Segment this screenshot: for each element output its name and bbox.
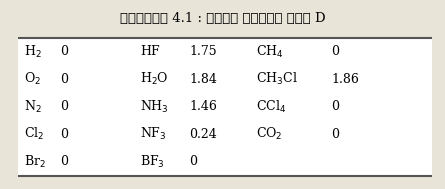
Text: O$_2$: O$_2$ [24, 71, 41, 87]
Text: 0: 0 [332, 45, 340, 58]
Text: CO$_2$: CO$_2$ [256, 126, 283, 143]
Bar [18, 38, 432, 176]
Text: 1.46: 1.46 [189, 100, 217, 113]
Text: 0: 0 [332, 128, 340, 141]
Text: 0: 0 [189, 156, 197, 168]
Text: NH$_3$: NH$_3$ [140, 99, 169, 115]
Text: 0: 0 [60, 45, 68, 58]
Text: 1.75: 1.75 [189, 45, 217, 58]
Text: 0: 0 [60, 100, 68, 113]
Text: HF: HF [140, 45, 160, 58]
Text: NF$_3$: NF$_3$ [140, 126, 167, 143]
Text: الجدول 4.1 : عزوم ثنائي قطب D: الجدول 4.1 : عزوم ثنائي قطب D [120, 12, 325, 25]
Text: Cl$_2$: Cl$_2$ [24, 126, 45, 143]
Text: 0: 0 [60, 156, 68, 168]
Text: Br$_2$: Br$_2$ [24, 154, 46, 170]
Text: N$_2$: N$_2$ [24, 99, 42, 115]
Text: 0: 0 [60, 128, 68, 141]
Text: CH$_4$: CH$_4$ [256, 43, 283, 60]
Text: 1.86: 1.86 [332, 73, 360, 86]
Text: 0: 0 [60, 73, 68, 86]
Text: CCl$_4$: CCl$_4$ [256, 99, 286, 115]
Text: CH$_3$Cl: CH$_3$Cl [256, 71, 298, 87]
Text: 1.84: 1.84 [189, 73, 217, 86]
Text: 0.24: 0.24 [189, 128, 217, 141]
Text: BF$_3$: BF$_3$ [140, 154, 165, 170]
Text: 0: 0 [332, 100, 340, 113]
Text: H$_2$: H$_2$ [24, 43, 42, 60]
Text: H$_2$O: H$_2$O [140, 71, 169, 87]
